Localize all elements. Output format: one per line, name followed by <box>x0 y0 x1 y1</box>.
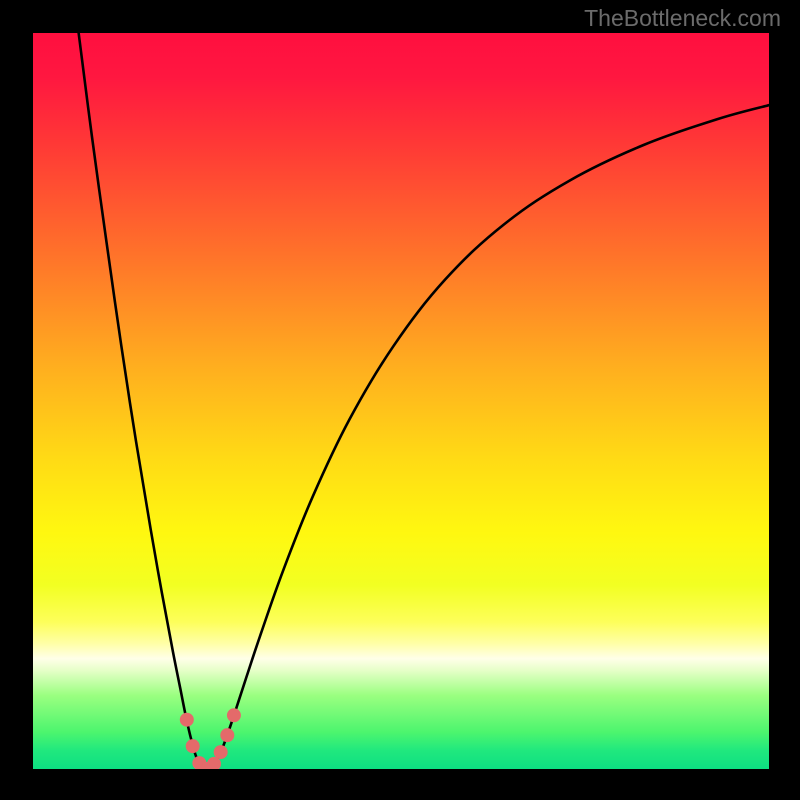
data-marker <box>208 757 221 769</box>
data-marker <box>214 746 227 759</box>
data-marker <box>180 713 193 726</box>
data-marker <box>227 709 240 722</box>
data-marker <box>186 740 199 753</box>
curve-left <box>79 33 207 769</box>
figure-container: { "watermark": { "text": "TheBottleneck.… <box>0 0 800 800</box>
watermark-text: TheBottleneck.com <box>584 5 781 32</box>
data-marker <box>221 729 234 742</box>
curve-right <box>207 105 769 769</box>
chart-svg-overlay <box>33 33 769 769</box>
chart-plot-area <box>33 33 769 769</box>
